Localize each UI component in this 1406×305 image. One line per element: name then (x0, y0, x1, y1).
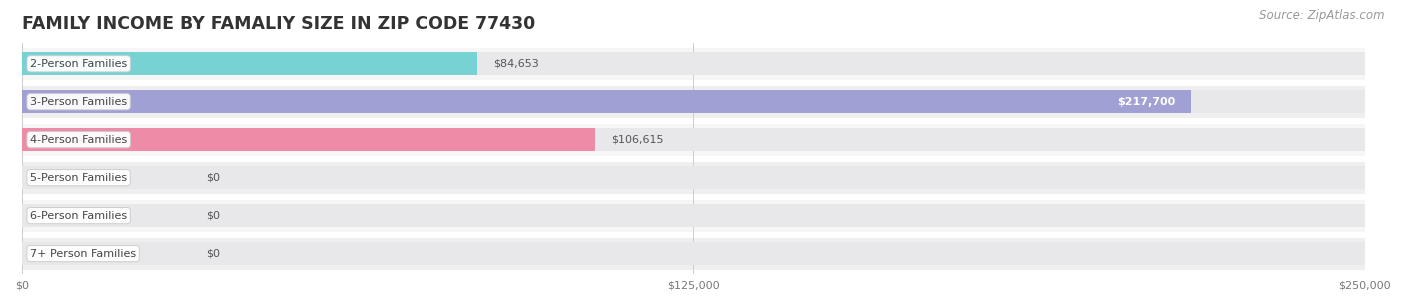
Text: $0: $0 (205, 211, 219, 221)
Text: $217,700: $217,700 (1116, 97, 1175, 107)
Text: $106,615: $106,615 (610, 135, 664, 145)
Text: 2-Person Families: 2-Person Families (30, 59, 128, 69)
Text: 3-Person Families: 3-Person Families (30, 97, 127, 107)
Bar (22, 200, 1365, 231)
Text: $84,653: $84,653 (492, 59, 538, 69)
Text: FAMILY INCOME BY FAMALIY SIZE IN ZIP CODE 77430: FAMILY INCOME BY FAMALIY SIZE IN ZIP COD… (22, 15, 536, 33)
Text: 7+ Person Families: 7+ Person Families (30, 249, 136, 259)
Bar (22, 166, 1365, 189)
Bar (22, 128, 595, 151)
Bar (22, 238, 1365, 270)
Bar (22, 124, 1365, 156)
Bar (22, 52, 1365, 75)
Text: 6-Person Families: 6-Person Families (30, 211, 127, 221)
Bar (22, 86, 1365, 118)
Bar (22, 162, 1365, 194)
Bar (22, 48, 1365, 80)
Text: Source: ZipAtlas.com: Source: ZipAtlas.com (1260, 9, 1385, 22)
Text: $0: $0 (205, 173, 219, 183)
Bar (22, 90, 1191, 113)
Text: 4-Person Families: 4-Person Families (30, 135, 128, 145)
Bar (22, 52, 477, 75)
Text: $0: $0 (205, 249, 219, 259)
Bar (22, 242, 1365, 265)
Text: 5-Person Families: 5-Person Families (30, 173, 127, 183)
Bar (22, 128, 1365, 151)
Bar (22, 204, 1365, 227)
Bar (22, 90, 1365, 113)
